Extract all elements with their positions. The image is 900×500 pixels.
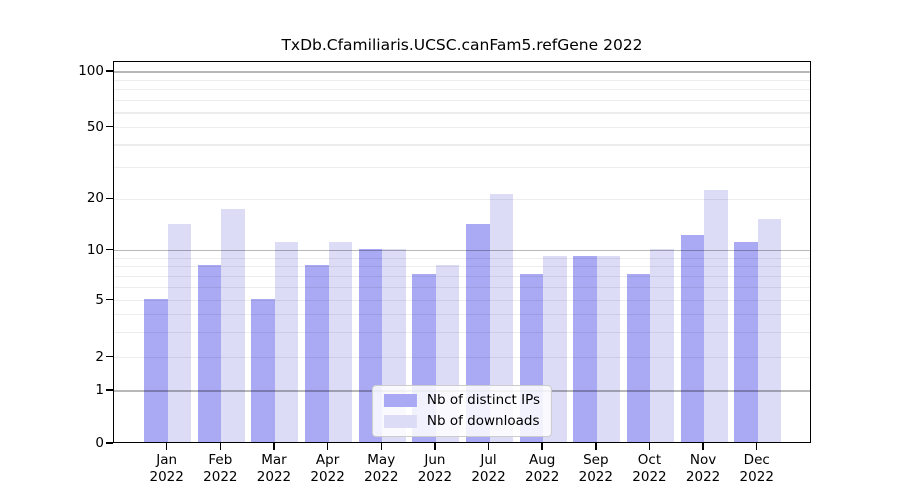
bar-ips-dec [734,241,758,442]
y-tick-label-20: 20 [86,190,104,207]
x-tick-mark-oct [648,443,651,450]
x-tick-mark-mar [273,443,275,450]
x-tick-mark-nov [702,443,704,450]
x-tick-mark-aug [541,443,543,450]
bar-ips-feb [197,264,222,442]
x-tick-label-feb: Feb 2022 [203,452,238,485]
bar-downloads-jan [167,223,192,442]
gridline-60 [114,112,810,114]
bar-ips-oct [626,274,651,442]
y-tick-mark-50 [106,125,113,128]
gridline-90 [114,79,810,82]
x-tick-label-nov: Nov 2022 [685,452,721,485]
y-tick-mark-10 [106,248,113,251]
gridline-40 [114,144,810,146]
legend-swatch-downloads [383,414,417,428]
x-tick-label-apr: Apr 2022 [310,452,345,485]
y-tick-label-100: 100 [78,63,104,79]
legend-label-distinct-ips: Nb of distinct IPs [426,392,541,408]
x-tick-mark-sep [595,443,597,450]
gridline-30 [114,166,810,169]
y-tick-mark-2 [106,355,113,358]
x-tick-mark-jul [487,443,490,450]
gridline-50 [114,126,810,129]
y-tick-mark-5 [106,298,113,301]
bar-ips-nov [680,235,705,442]
plot-area: Nb of distinct IPs Nb of downloads [113,61,811,443]
x-tick-label-dec: Dec 2022 [739,452,774,485]
bar-downloads-mar [274,241,299,442]
bar-downloads-oct [650,248,674,442]
x-tick-label-mar: Mar 2022 [256,452,292,485]
legend-swatch-distinct-ips [383,393,417,407]
legend-entry-downloads: Nb of downloads [383,413,540,429]
x-tick-label-jun: Jun 2022 [417,452,453,485]
y-tick-mark-20 [106,197,113,200]
y-tick-label-5: 5 [95,291,104,308]
bar-downloads-feb [221,209,245,442]
legend: Nb of distinct IPs Nb of downloads [371,385,553,437]
bar-ips-jan [144,298,168,442]
y-tick-mark-100 [106,70,113,72]
bar-ips-mar [251,298,275,442]
x-tick-mark-jan [165,443,168,450]
x-tick-label-sep: Sep 2022 [578,452,613,485]
x-tick-mark-may [380,443,382,450]
y-tick-label-0: 0 [95,435,104,451]
x-tick-label-jan: Jan 2022 [149,452,184,485]
chart-title: TxDb.Cfamiliaris.UCSC.canFam5.refGene 20… [281,36,643,54]
x-tick-label-oct: Oct 2022 [632,452,667,485]
legend-label-downloads: Nb of downloads [426,413,540,429]
bar-downloads-apr [328,241,353,442]
bar-downloads-sep [596,256,621,442]
y-tick-label-50: 50 [86,118,104,135]
y-tick-label-10: 10 [86,241,104,258]
bar-ips-apr [305,264,329,442]
y-tick-mark-0 [106,442,113,444]
gridline-80 [114,89,810,91]
x-tick-mark-dec [755,443,758,450]
x-tick-mark-apr [326,443,329,450]
y-tick-label-2: 2 [95,348,104,365]
x-tick-mark-jun [434,443,436,450]
legend-entry-distinct-ips: Nb of distinct IPs [383,392,541,408]
gridline-100 [114,71,810,73]
bar-downloads-nov [704,189,728,442]
bar-downloads-dec [757,218,782,442]
x-tick-label-may: May 2022 [364,452,399,485]
gridline-70 [114,99,810,102]
x-tick-mark-feb [219,443,222,450]
x-tick-label-jul: Jul 2022 [471,452,506,485]
x-tick-label-aug: Aug 2022 [524,452,560,485]
bar-ips-sep [573,256,597,442]
y-tick-label-1: 1 [95,382,104,399]
y-tick-mark-1 [106,389,113,391]
bar-downloads-jul [489,193,514,442]
